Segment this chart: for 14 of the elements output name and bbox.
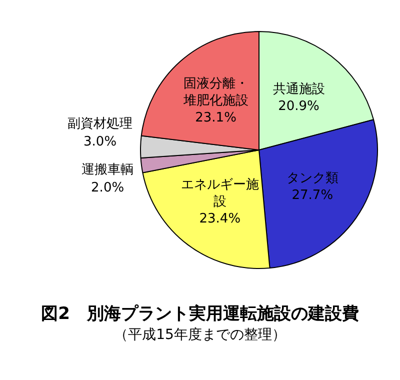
slice-label: タンク類: [286, 171, 338, 186]
data-label: 3.0%: [84, 134, 117, 150]
slice-label: エネルギー施設: [180, 178, 259, 210]
data-label: 20.9%: [278, 99, 320, 114]
data-label: 2.0%: [91, 180, 124, 196]
slice-label: 固液分離・堆肥化施設: [182, 76, 248, 109]
data-label: 23.4%: [199, 212, 241, 227]
data-label: 27.7%: [292, 188, 334, 204]
text: （平成15年度までの整理）: [113, 326, 287, 344]
slice-label: 副資材処理: [68, 116, 133, 132]
slice-label: 共通施設: [272, 82, 325, 98]
slice-label: 運搬車輌: [82, 162, 134, 178]
data-label: 23.1%: [195, 110, 236, 126]
text: 図2 別海プラント実用運転施設の建設費: [40, 303, 360, 325]
